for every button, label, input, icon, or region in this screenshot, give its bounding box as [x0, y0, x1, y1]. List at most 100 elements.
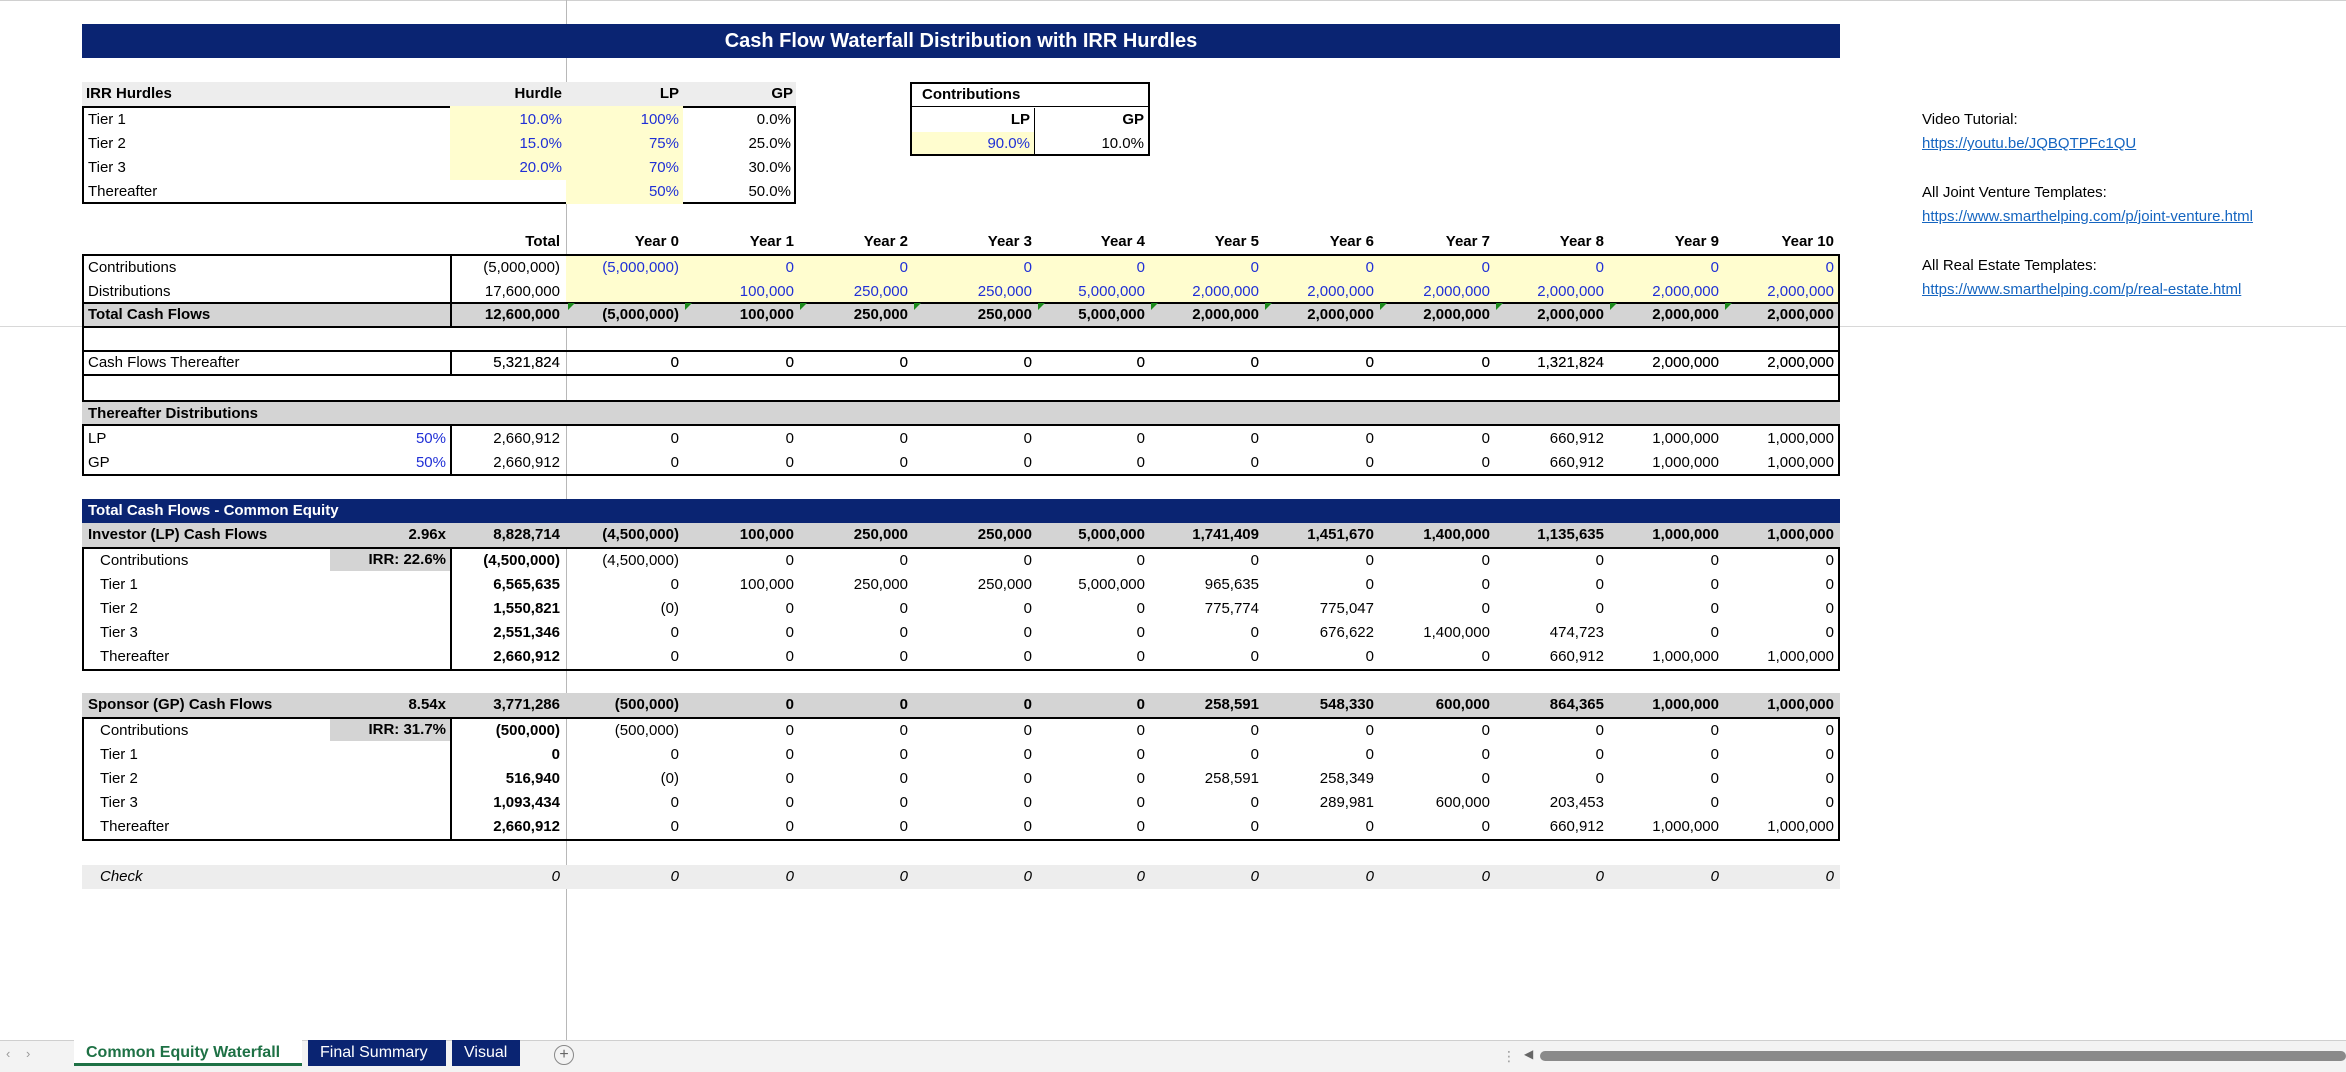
hurdle-rate-input[interactable]: 20.0%	[519, 159, 562, 176]
gp-tier-value: (500,000)	[495, 722, 560, 739]
sheet-title: Cash Flow Waterfall Distribution with IR…	[82, 24, 1840, 58]
lp-tier-value: (0)	[660, 600, 679, 617]
contribution-value[interactable]: 0	[899, 259, 908, 276]
contribution-value[interactable]: 0	[1481, 259, 1490, 276]
horizontal-scrollbar[interactable]	[1540, 1051, 2346, 1061]
lp-tier-value: 250,000	[853, 576, 908, 593]
spacer-band	[82, 376, 1840, 400]
contribution-value[interactable]: 0	[1595, 259, 1604, 276]
contribution-value[interactable]: 0	[1250, 259, 1259, 276]
hurdle-rate-input[interactable]: 15.0%	[519, 135, 562, 152]
template-link[interactable]: https://youtu.be/JQBQTPFc1QU	[1922, 135, 2137, 152]
gp-tier-value: 0	[670, 818, 679, 835]
thereafter-value: 2,000,000	[1652, 354, 1719, 371]
lp-split-input[interactable]: 75%	[648, 135, 679, 152]
contribution-value[interactable]: 0	[1710, 259, 1719, 276]
thereafter-value: 0	[899, 354, 908, 371]
gp-tier-value: 0	[1023, 770, 1032, 787]
lp-tier-value: 0	[1136, 624, 1145, 641]
lp-tier-value: (4,500,000)	[602, 552, 679, 569]
gp-tier-value: 0	[1595, 770, 1604, 787]
grid-rule	[82, 717, 1840, 719]
hurdle-rate-input[interactable]: 10.0%	[519, 111, 562, 128]
comment-marker-icon	[568, 303, 575, 310]
contribution-value[interactable]: 0	[1136, 259, 1145, 276]
gp-tier-value: 1,000,000	[1652, 818, 1719, 835]
lp-tier-value: 1,400,000	[1423, 624, 1490, 641]
template-link[interactable]: https://www.smarthelping.com/p/real-esta…	[1922, 281, 2242, 298]
tab-common-equity-waterfall[interactable]: Common Equity Waterfall	[74, 1040, 302, 1066]
check-value: 0	[1136, 868, 1145, 885]
thereafter-value: 0	[1250, 354, 1259, 371]
distribution-value[interactable]: 250,000	[977, 283, 1032, 300]
distribution-value[interactable]	[566, 280, 683, 304]
distribution-value[interactable]: 250,000	[853, 283, 908, 300]
total-cash-flow-value: 2,000,000	[1307, 306, 1374, 323]
contribution-value[interactable]: 0	[1023, 259, 1032, 276]
tab-final-summary[interactable]: Final Summary	[308, 1040, 446, 1066]
gp-tier-value: 0	[1710, 722, 1719, 739]
distribution-value: 17,600,000	[484, 283, 560, 300]
lp-split-input[interactable]: 70%	[648, 159, 679, 176]
lp-tier-value: 0	[1710, 576, 1719, 593]
lp-tier-value: 0	[670, 624, 679, 641]
template-link[interactable]: https://www.smarthelping.com/p/joint-ven…	[1922, 208, 2253, 225]
lp-tier-value: 2,551,346	[493, 624, 560, 641]
total-cash-flow-value: 250,000	[853, 306, 908, 323]
grid-rule	[82, 326, 1840, 328]
hurdles-header-gp: GP	[771, 85, 793, 102]
gp-tier-value: 0	[1023, 818, 1032, 835]
hurdle-rate-input[interactable]	[450, 180, 566, 204]
distribution-value[interactable]: 2,000,000	[1423, 283, 1490, 300]
total-row-bg	[82, 303, 1840, 327]
check-value: 0	[899, 868, 908, 885]
distribution-value[interactable]: 2,000,000	[1652, 283, 1719, 300]
distribution-value[interactable]: 2,000,000	[1767, 283, 1834, 300]
gp-tier-value: 0	[1481, 722, 1490, 739]
distribution-value[interactable]: 2,000,000	[1307, 283, 1374, 300]
plus-circle-icon[interactable]: +	[554, 1045, 574, 1065]
thereafter-dist-value: 0	[1481, 454, 1490, 471]
thereafter-dist-value: 1,000,000	[1652, 430, 1719, 447]
contributions-box-title: Contributions	[922, 86, 1021, 103]
lp-cash-flows-label: Investor (LP) Cash Flows	[88, 526, 268, 543]
thereafter-value: 0	[1481, 354, 1490, 371]
lp-split-input[interactable]: 100%	[640, 111, 679, 128]
contrib-gp-label: GP	[1122, 111, 1144, 128]
gp-cash-flow-value: 0	[1023, 696, 1032, 713]
gp-tier-value: 0	[1710, 746, 1719, 763]
thereafter-dist-pct-input[interactable]: 50%	[415, 454, 446, 471]
thereafter-dist-value: 0	[899, 430, 908, 447]
distribution-value[interactable]: 2,000,000	[1537, 283, 1604, 300]
lp-cash-flow-value: 250,000	[853, 526, 908, 543]
arrow-right-icon[interactable]: ›	[26, 1046, 31, 1061]
contribution-value[interactable]: 0	[1365, 259, 1374, 276]
gp-tier-value: 0	[785, 794, 794, 811]
arrow-left-icon[interactable]: ‹	[6, 1046, 11, 1061]
contribution-value[interactable]: (5,000,000)	[602, 259, 679, 276]
tab-visual[interactable]: Visual	[452, 1040, 520, 1066]
distribution-value[interactable]: 5,000,000	[1078, 283, 1145, 300]
lp-tier-value: 0	[1365, 648, 1374, 665]
scroll-left-icon[interactable]: ◀	[1524, 1047, 1534, 1061]
check-row-bg	[82, 865, 1840, 889]
total-cash-flow-value: 2,000,000	[1192, 306, 1259, 323]
gp-tier-value: 0	[1136, 770, 1145, 787]
contrib-lp-input[interactable]: 90.0%	[987, 135, 1030, 152]
spacer-band	[82, 326, 1840, 350]
distribution-value[interactable]: 2,000,000	[1192, 283, 1259, 300]
thereafter-dist-value: 660,912	[1549, 430, 1604, 447]
gp-tier-value: 0	[1710, 794, 1719, 811]
thereafter-dist-row-label: LP	[88, 430, 107, 447]
contribution-value[interactable]: 0	[785, 259, 794, 276]
contribution-value[interactable]: 0	[1825, 259, 1834, 276]
gp-summary-bg	[82, 693, 1840, 717]
distribution-value[interactable]: 100,000	[739, 283, 794, 300]
lp-tier-value: 250,000	[977, 576, 1032, 593]
lp-tier-value: 0	[1136, 552, 1145, 569]
gp-tier-value: 0	[1481, 770, 1490, 787]
link-label: All Real Estate Templates:	[1922, 257, 2097, 274]
lp-split-input[interactable]: 50%	[648, 183, 679, 200]
lp-irr-bg	[330, 549, 450, 571]
thereafter-dist-pct-input[interactable]: 50%	[415, 430, 446, 447]
